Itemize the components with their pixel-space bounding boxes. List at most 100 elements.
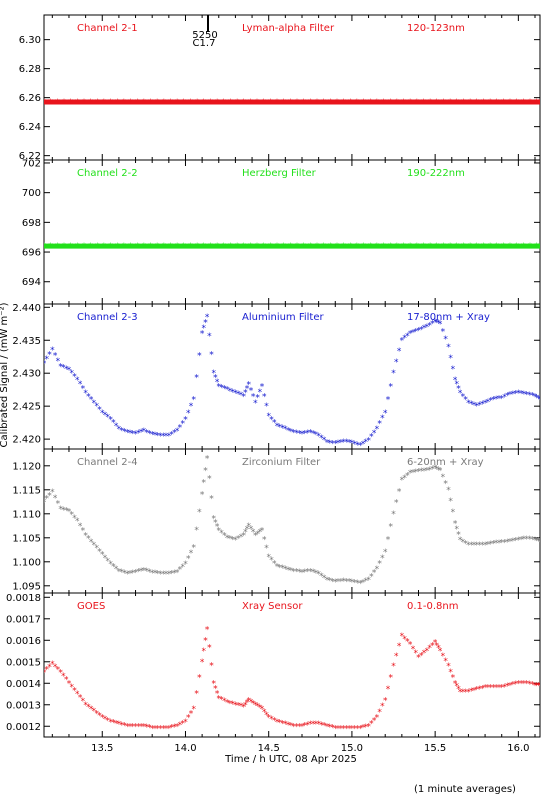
data-point: *	[50, 660, 55, 670]
filter-label: Zirconium Filter	[242, 457, 321, 468]
data-point: *	[538, 538, 543, 548]
data-point: *	[117, 720, 122, 730]
data-point: *	[521, 98, 526, 108]
data-point: *	[297, 568, 302, 578]
data-point: *	[235, 98, 240, 108]
data-point: *	[136, 429, 141, 439]
x-axis-label: Time / h UTC, 08 Apr 2025	[224, 754, 357, 765]
data-point: *	[81, 527, 86, 537]
data-point: *	[446, 662, 451, 672]
data-point: *	[106, 413, 111, 423]
data-point: *	[405, 471, 410, 481]
data-point: *	[394, 499, 399, 509]
data-point: *	[536, 537, 541, 547]
data-point: *	[305, 568, 310, 578]
data-point: *	[249, 387, 254, 397]
data-point: *	[233, 701, 238, 711]
data-point: *	[497, 684, 502, 694]
data-point: *	[308, 242, 313, 252]
data-point: *	[513, 537, 518, 547]
data-point: *	[195, 242, 200, 252]
data-point: *	[142, 427, 147, 437]
data-point: *	[430, 641, 435, 651]
data-point: *	[366, 576, 371, 586]
data-point: *	[316, 720, 321, 730]
data-point: *	[64, 676, 69, 686]
data-point: *	[358, 724, 363, 734]
data-point: *	[436, 644, 441, 654]
series-1: * * * * * * * * * * * * * * * * * * * * * * * * * * * * * * * * * * * * * * * *…	[44, 98, 540, 108]
data-point: *	[103, 715, 108, 725]
data-point: *	[194, 689, 199, 699]
y-tick-label: 1.120	[12, 461, 41, 472]
data-point: *	[144, 567, 149, 577]
data-point: *	[249, 525, 254, 535]
data-point: *	[427, 321, 432, 331]
data-point: *	[366, 722, 371, 732]
data-point: *	[192, 543, 197, 553]
data-point: *	[522, 679, 527, 689]
data-point: *	[281, 98, 286, 108]
data-point: *	[167, 432, 172, 442]
data-point: *	[67, 366, 72, 376]
data-point: *	[458, 536, 463, 546]
data-point: *	[295, 242, 300, 252]
data-point: *	[443, 335, 448, 345]
data-point: *	[305, 429, 310, 439]
data-point: *	[239, 533, 244, 543]
series-4: ****************************************…	[44, 455, 543, 590]
data-point: *	[427, 644, 432, 654]
data-point: *	[243, 701, 248, 711]
data-point: *	[192, 705, 197, 715]
data-point: *	[366, 436, 371, 446]
data-point: *	[128, 98, 133, 108]
data-point: *	[344, 438, 349, 448]
data-point: *	[203, 467, 208, 477]
data-point: *	[75, 690, 80, 700]
data-point: *	[253, 701, 258, 711]
data-point: *	[72, 373, 77, 383]
band-label: 0.1-0.8nm	[407, 601, 459, 612]
y-tick-label: 1.105	[12, 533, 41, 544]
y-tick-label: 0.0014	[6, 679, 41, 690]
data-point: *	[369, 433, 374, 443]
data-point: *	[372, 569, 377, 579]
data-point: *	[321, 242, 326, 252]
channel-label: Channel 2-2	[77, 168, 138, 179]
data-point: *	[469, 541, 474, 551]
data-point: *	[528, 242, 533, 252]
data-point: *	[428, 242, 433, 252]
y-tick-label: 2.425	[12, 402, 41, 413]
data-point: *	[200, 491, 205, 501]
data-point: *	[524, 679, 529, 689]
data-point: *	[294, 722, 299, 732]
band-label: 120-123nm	[407, 23, 465, 34]
filter-label: Aluminium Filter	[242, 312, 325, 323]
data-point: *	[147, 724, 152, 734]
data-point: *	[55, 98, 60, 108]
data-point: *	[534, 393, 539, 403]
data-point: *	[372, 717, 377, 727]
data-point: *	[352, 440, 357, 450]
data-point: *	[53, 494, 58, 504]
data-point: *	[402, 474, 407, 484]
data-point: *	[534, 681, 539, 691]
data-point: *	[352, 724, 357, 734]
data-point: *	[245, 699, 250, 709]
data-point: *	[147, 568, 152, 578]
data-point: *	[438, 647, 443, 657]
data-point: *	[413, 327, 418, 337]
data-point: *	[230, 388, 235, 398]
data-point: *	[472, 686, 477, 696]
data-point: *	[453, 679, 458, 689]
data-point: *	[314, 720, 319, 730]
data-point: *	[494, 539, 499, 549]
data-point: *	[235, 242, 240, 252]
series-3: ****************************************…	[44, 313, 540, 450]
data-point: *	[115, 242, 120, 252]
data-point: *	[301, 242, 306, 252]
data-point: *	[245, 384, 250, 394]
data-point: *	[402, 635, 407, 645]
data-point: *	[441, 98, 446, 108]
